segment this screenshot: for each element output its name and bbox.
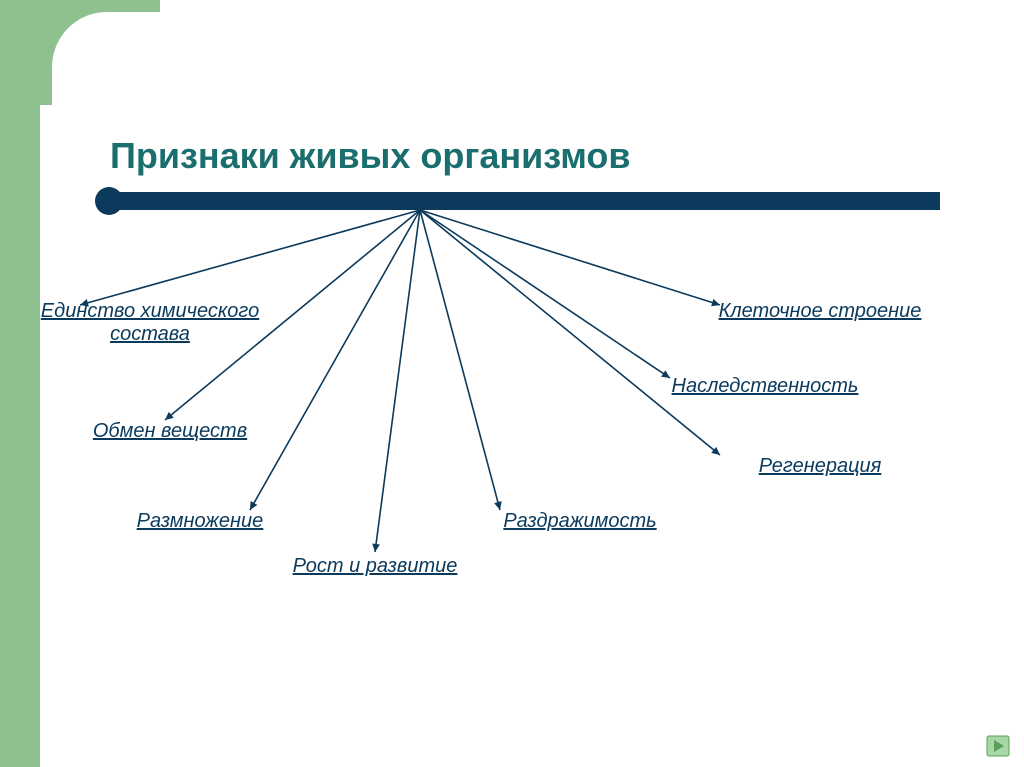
node-reprod[interactable]: Размножение bbox=[100, 510, 300, 533]
page-title: Признаки живых организмов bbox=[110, 135, 631, 177]
corner-inner-cut bbox=[52, 12, 182, 122]
node-irrit[interactable]: Раздражимость bbox=[470, 510, 690, 533]
node-metab[interactable]: Обмен веществ bbox=[60, 420, 280, 443]
node-growth[interactable]: Рост и развитие bbox=[265, 555, 485, 578]
node-cell[interactable]: Клеточное строение bbox=[690, 300, 950, 323]
next-icon bbox=[986, 735, 1010, 757]
node-hered[interactable]: Наследственность bbox=[640, 375, 890, 398]
left-accent-bar bbox=[0, 0, 40, 767]
next-slide-button[interactable] bbox=[986, 735, 1010, 757]
node-chem[interactable]: Единство химического состава bbox=[20, 300, 280, 346]
node-regen[interactable]: Регенерация bbox=[720, 455, 920, 478]
title-underline-bar bbox=[100, 192, 940, 210]
